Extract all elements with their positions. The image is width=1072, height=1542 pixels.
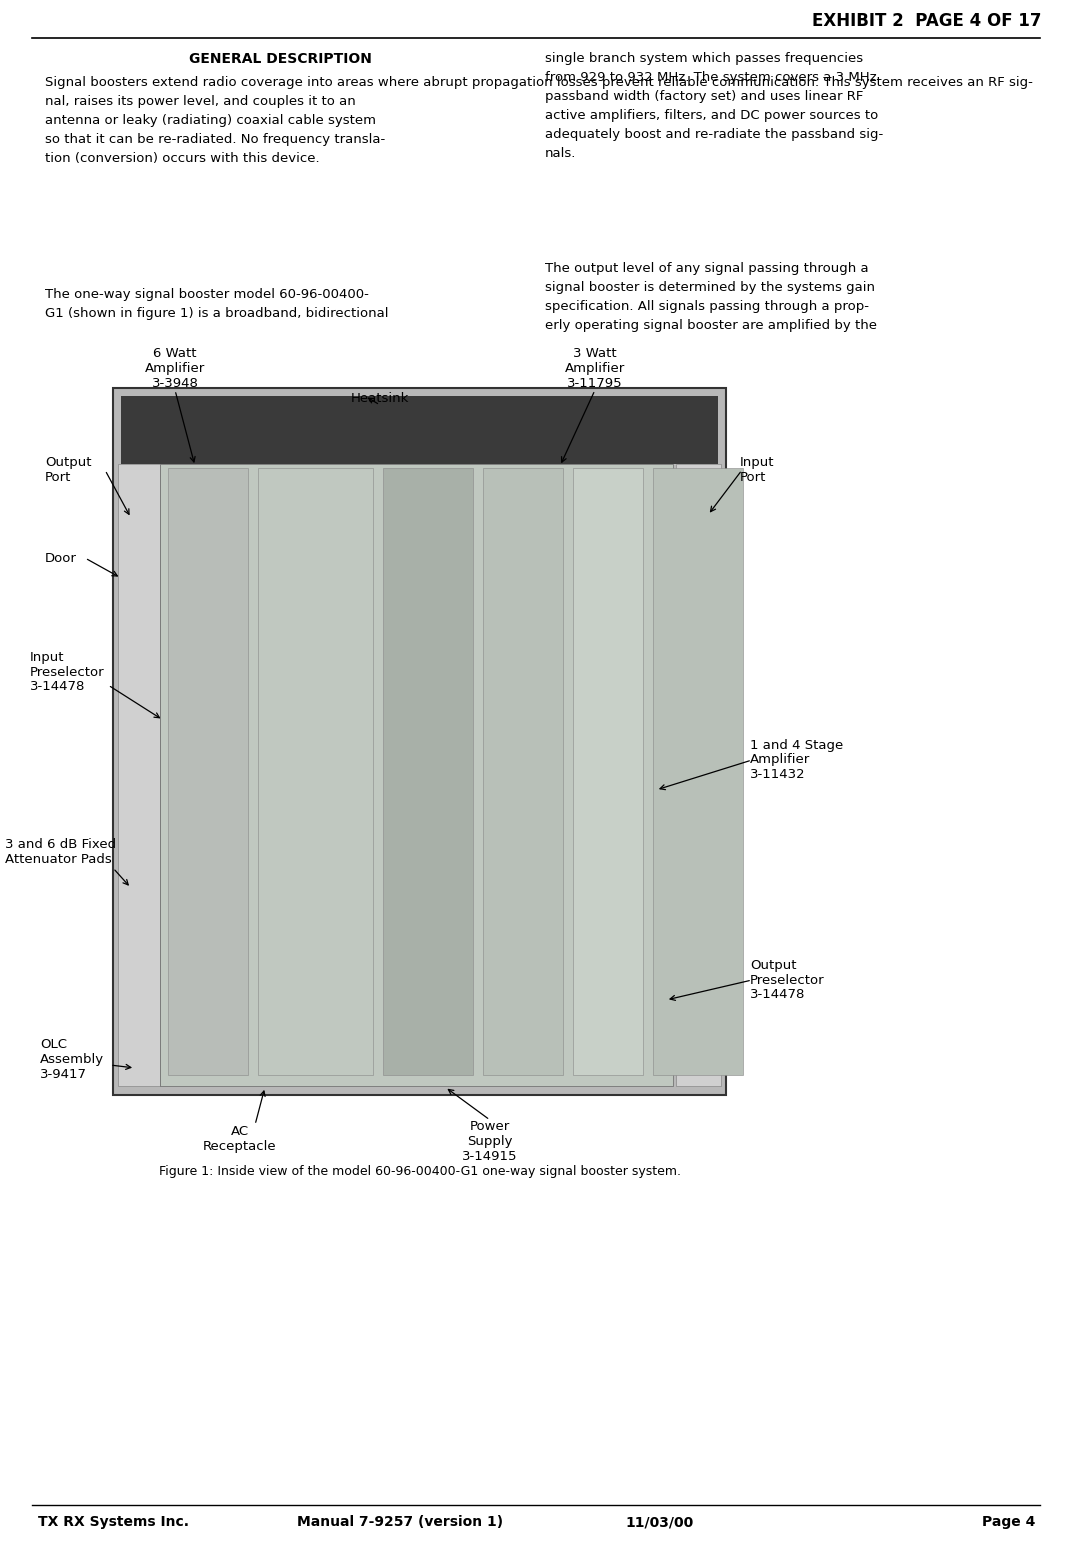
Text: Output
Port: Output Port	[45, 456, 91, 484]
Bar	[258, 469, 373, 1075]
Text: Input
Port: Input Port	[740, 456, 774, 484]
Text: The one-way signal booster model 60-96-00400-
G1 (shown in figure 1) is a broadb: The one-way signal booster model 60-96-0…	[45, 288, 388, 321]
Text: Figure 1: Inside view of the model 60-96-00400-G1 one-way signal booster system.: Figure 1: Inside view of the model 60-96…	[159, 1166, 681, 1178]
Text: Power
Supply
3-14915: Power Supply 3-14915	[462, 1119, 518, 1163]
Text: Page 4: Page 4	[982, 1514, 1034, 1530]
Bar	[383, 469, 473, 1075]
Bar	[483, 469, 563, 1075]
Text: OLC
Assembly
3-9417: OLC Assembly 3-9417	[40, 1038, 104, 1081]
Text: 1 and 4 Stage
Amplifier
3-11432: 1 and 4 Stage Amplifier 3-11432	[750, 739, 844, 782]
Text: AC
Receptacle: AC Receptacle	[204, 1126, 277, 1153]
Text: TX RX Systems Inc.: TX RX Systems Inc.	[38, 1514, 189, 1530]
Bar	[113, 389, 726, 1095]
Bar	[676, 464, 721, 1086]
Text: EXHIBIT 2  PAGE 4 OF 17: EXHIBIT 2 PAGE 4 OF 17	[813, 12, 1042, 29]
Text: Heatsink: Heatsink	[351, 392, 410, 406]
Text: 3 Watt
Amplifier
3-11795: 3 Watt Amplifier 3-11795	[565, 347, 625, 390]
Text: Output
Preselector
3-14478: Output Preselector 3-14478	[750, 959, 824, 1001]
Text: Manual 7-9257 (version 1): Manual 7-9257 (version 1)	[297, 1514, 503, 1530]
Bar	[168, 469, 248, 1075]
Text: Door: Door	[45, 552, 77, 564]
Text: Input
Preselector
3-14478: Input Preselector 3-14478	[30, 651, 105, 694]
Text: 6 Watt
Amplifier
3-3948: 6 Watt Amplifier 3-3948	[145, 347, 205, 390]
Bar	[574, 469, 643, 1075]
Bar	[160, 464, 673, 1086]
Text: Signal boosters extend radio coverage into areas where abrupt propagation losses: Signal boosters extend radio coverage in…	[45, 76, 1033, 165]
Text: The output level of any signal passing through a
signal booster is determined by: The output level of any signal passing t…	[545, 262, 877, 332]
Bar	[118, 464, 160, 1086]
Text: 11/03/00: 11/03/00	[626, 1514, 695, 1530]
Bar	[653, 469, 743, 1075]
Bar	[121, 396, 718, 464]
Text: 3 and 6 dB Fixed
Attenuator Pads: 3 and 6 dB Fixed Attenuator Pads	[5, 837, 116, 867]
Text: single branch system which passes frequencies
from 929 to 932 MHz. The system co: single branch system which passes freque…	[545, 52, 883, 160]
Text: GENERAL DESCRIPTION: GENERAL DESCRIPTION	[189, 52, 371, 66]
